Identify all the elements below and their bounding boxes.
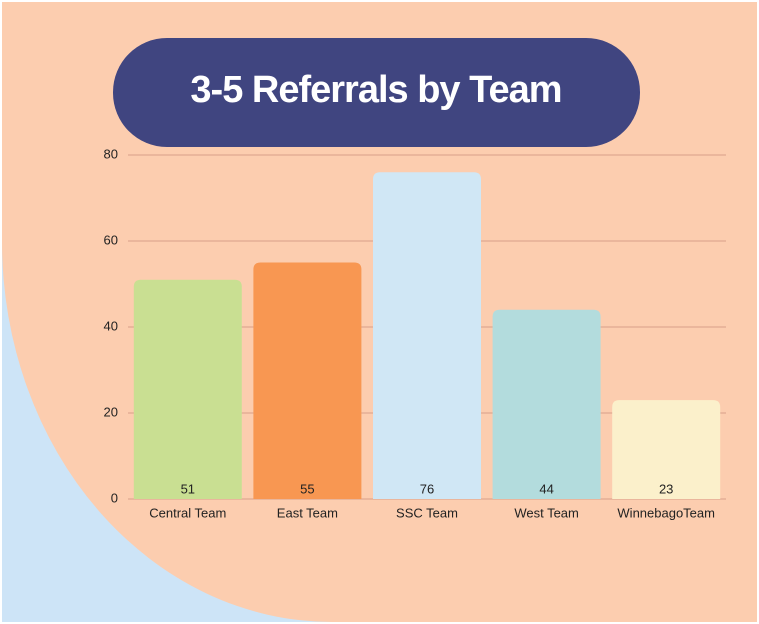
- y-tick-label: 60: [104, 232, 118, 247]
- title-pill: [113, 38, 640, 147]
- bar: [373, 172, 481, 499]
- bar: [612, 400, 721, 499]
- y-tick-label: 80: [104, 146, 118, 161]
- x-tick-label: East Team: [277, 505, 338, 520]
- value-label: 55: [300, 481, 314, 496]
- value-label: 44: [539, 481, 553, 496]
- value-label: 51: [181, 481, 195, 496]
- value-label: 23: [659, 481, 673, 496]
- x-tick-label: SSC Team: [396, 505, 458, 520]
- x-tick-label: WinnebagoTeam: [617, 505, 715, 520]
- chart-title: 3-5 Referrals by Team: [190, 69, 561, 111]
- bar: [492, 309, 601, 499]
- y-tick-label: 20: [104, 404, 118, 419]
- bar: [253, 262, 362, 499]
- value-label: 76: [420, 481, 434, 496]
- x-tick-label: West Team: [514, 505, 579, 520]
- x-tick-label: Central Team: [149, 505, 226, 520]
- y-tick-label: 40: [104, 318, 118, 333]
- y-tick-label: 0: [111, 490, 118, 505]
- bar: [133, 279, 242, 499]
